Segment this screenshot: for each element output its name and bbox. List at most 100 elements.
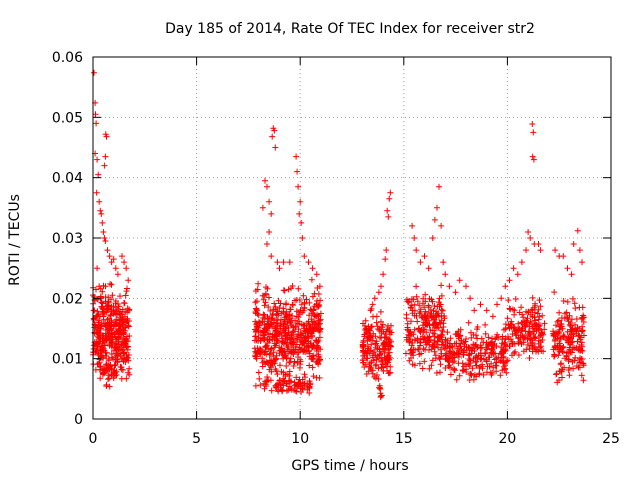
- data-point: [566, 364, 573, 371]
- data-point: [404, 298, 411, 305]
- data-point: [91, 69, 97, 76]
- data-point: [252, 382, 259, 389]
- data-point: [411, 336, 418, 343]
- data-point: [266, 351, 273, 358]
- data-point: [309, 265, 316, 272]
- data-point: [413, 283, 420, 290]
- data-point: [429, 298, 436, 305]
- data-point: [440, 324, 447, 330]
- data-point: [408, 318, 414, 325]
- data-point: [295, 183, 302, 190]
- data-point: [299, 235, 306, 241]
- data-point: [555, 317, 562, 324]
- data-point: [492, 336, 499, 343]
- data-point: [494, 301, 500, 308]
- data-point: [440, 259, 447, 266]
- data-point: [110, 375, 117, 382]
- data-point: [529, 323, 536, 330]
- data-point: [381, 350, 388, 357]
- y-tick-label: 0.01: [52, 352, 83, 368]
- data-point: [488, 345, 495, 352]
- data-point: [274, 308, 281, 315]
- data-point: [93, 120, 100, 127]
- data-point: [298, 219, 305, 226]
- data-point: [263, 324, 270, 330]
- data-point: [386, 342, 393, 349]
- data-point: [531, 334, 538, 341]
- data-point: [365, 327, 372, 334]
- data-point: [535, 322, 541, 329]
- data-point: [307, 381, 313, 388]
- data-point: [293, 153, 300, 160]
- data-point: [499, 350, 506, 357]
- data-point: [567, 336, 573, 342]
- y-tick-label: 0.04: [52, 171, 83, 187]
- data-point: [560, 298, 567, 304]
- data-point: [296, 311, 303, 318]
- data-point: [527, 311, 534, 318]
- data-point: [527, 336, 533, 342]
- axis-ticks: 0 5 10 15 20 25 0 0.01 0.02 0.03 0.04 0.05 0.06: [52, 50, 620, 447]
- data-point: [432, 320, 438, 326]
- data-point: [429, 235, 436, 241]
- data-point: [101, 162, 108, 169]
- data-point: [433, 308, 440, 315]
- data-point: [301, 347, 308, 354]
- data-point: [107, 312, 114, 319]
- data-point: [95, 319, 102, 326]
- data-point: [503, 369, 510, 376]
- data-point: [463, 336, 469, 342]
- data-point: [505, 322, 512, 329]
- data-point: [266, 198, 273, 205]
- data-point: [103, 381, 110, 388]
- data-point: [575, 346, 582, 353]
- data-point: [561, 333, 568, 340]
- data-point: [304, 386, 311, 393]
- data-point: [112, 356, 119, 363]
- data-point: [472, 359, 479, 366]
- data-point: [500, 363, 507, 370]
- data-point: [123, 375, 130, 382]
- data-point: [102, 342, 109, 349]
- data-point: [489, 349, 496, 356]
- data-point: [526, 355, 533, 361]
- data-point: [294, 335, 301, 342]
- data-point: [359, 357, 366, 364]
- data-point: [421, 304, 428, 311]
- data-point: [296, 210, 303, 217]
- data-point: [277, 320, 284, 327]
- data-point: [373, 319, 380, 326]
- data-point: [535, 348, 542, 355]
- data-point: [292, 387, 299, 394]
- data-point: [426, 309, 432, 316]
- data-point: [306, 299, 313, 306]
- data-point: [467, 371, 474, 377]
- data-point: [521, 333, 528, 340]
- data-point: [477, 301, 484, 308]
- data-point: [414, 335, 421, 342]
- data-point: [313, 271, 320, 278]
- data-point: [316, 374, 323, 381]
- data-point: [99, 342, 106, 349]
- data-point: [473, 332, 479, 339]
- data-point: [96, 359, 103, 366]
- data-point: [470, 376, 477, 383]
- data-point: [485, 354, 492, 361]
- data-point: [95, 360, 102, 367]
- data-point: [119, 308, 126, 315]
- data-point: [272, 356, 279, 363]
- data-point: [576, 304, 583, 311]
- data-point: [429, 330, 436, 336]
- data-point: [374, 372, 380, 378]
- data-point: [572, 354, 579, 361]
- data-point: [305, 259, 312, 266]
- data-point: [456, 372, 463, 379]
- data-point: [299, 385, 306, 392]
- data-point: [103, 133, 110, 140]
- data-point: [265, 294, 272, 301]
- data-point: [277, 300, 284, 307]
- data-point: [437, 369, 443, 376]
- data-point: [259, 204, 266, 211]
- data-point: [360, 343, 367, 350]
- data-point: [100, 306, 107, 313]
